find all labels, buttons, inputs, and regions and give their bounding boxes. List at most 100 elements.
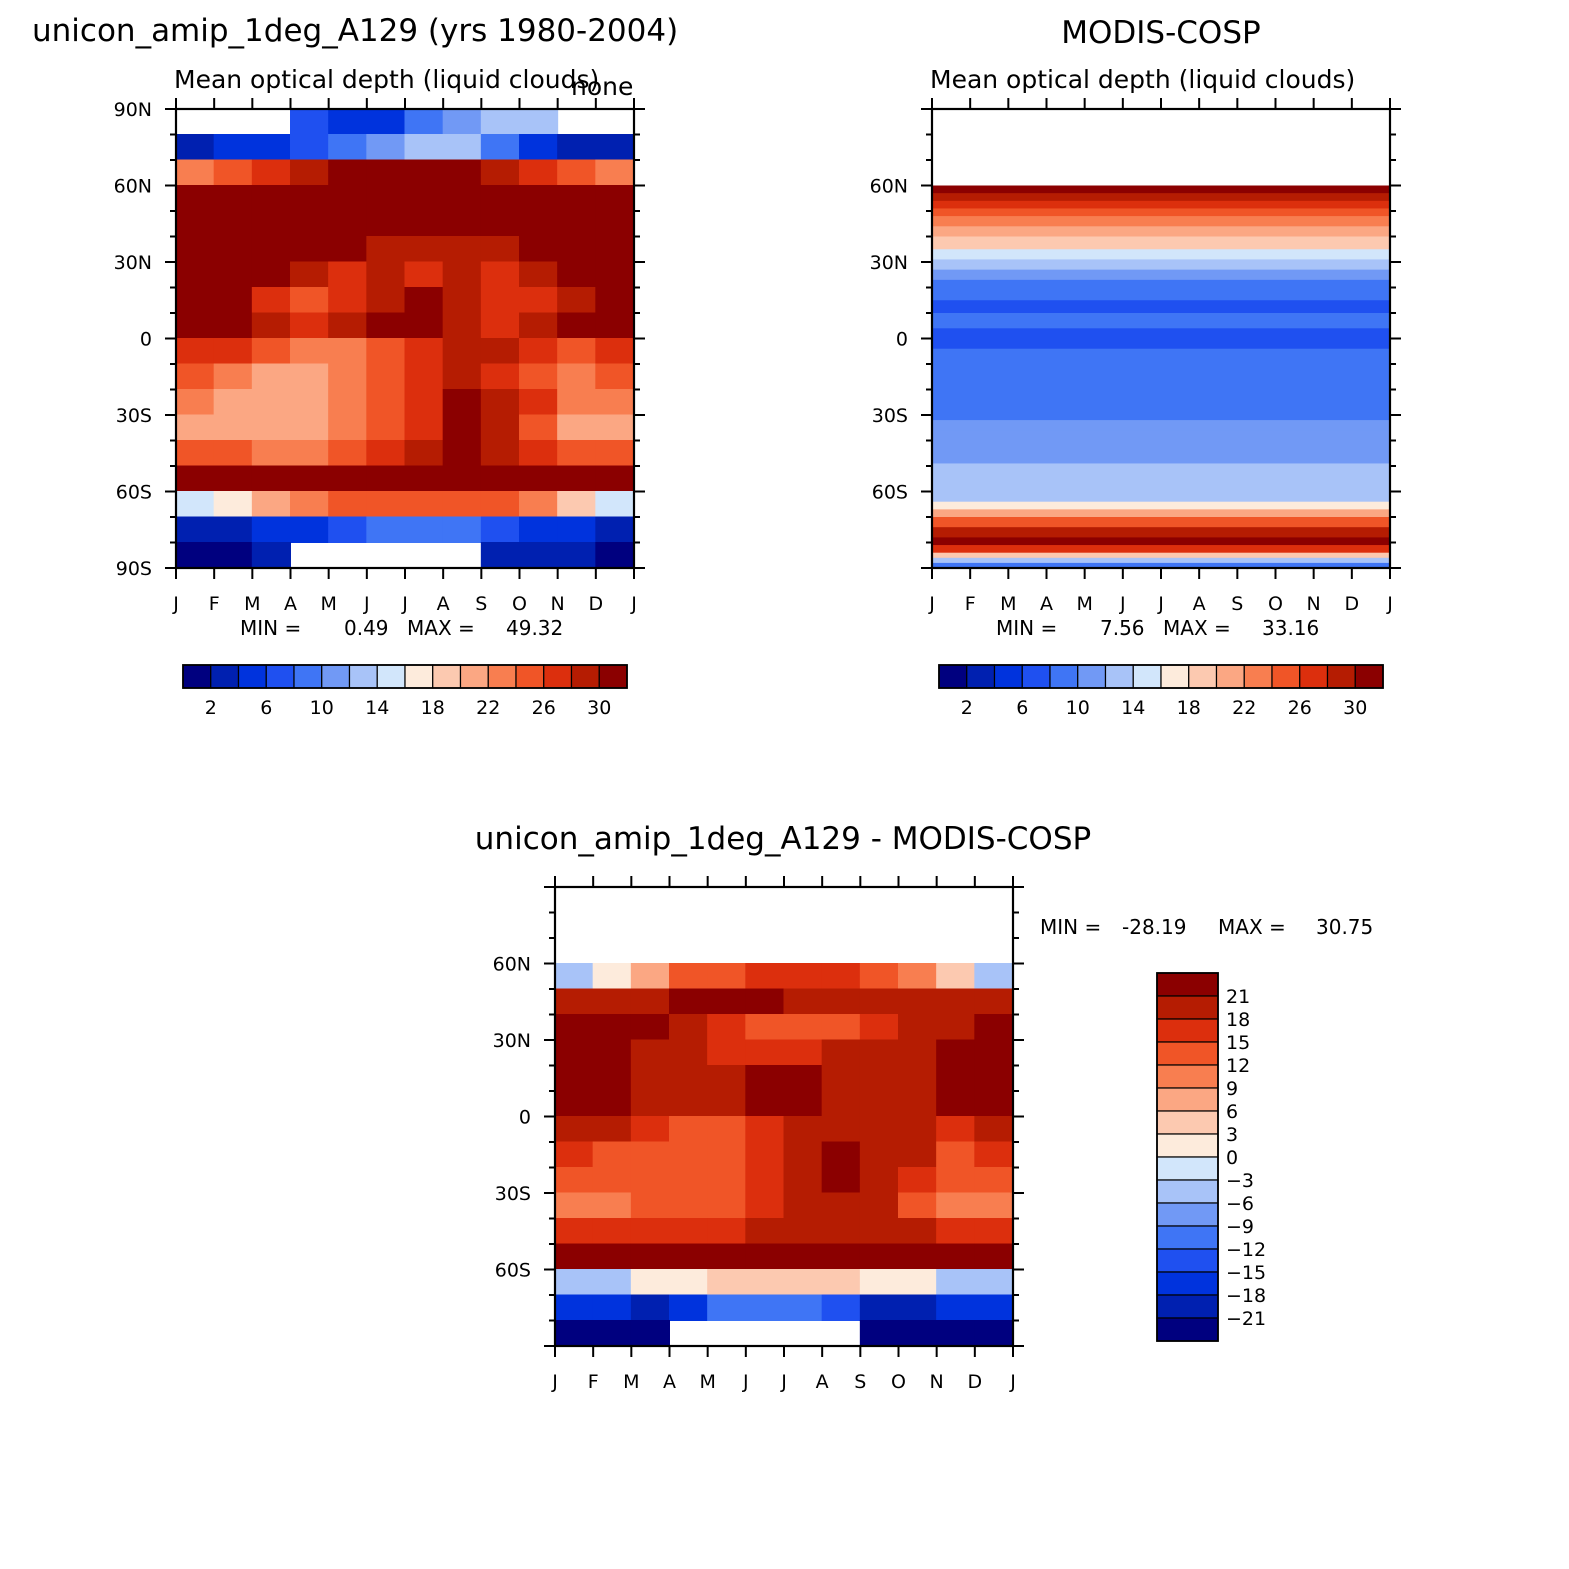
model-subtitle: Mean optical depth (liquid clouds) <box>174 65 599 94</box>
heatmap-cell <box>328 185 368 212</box>
heatmap-cell <box>328 338 368 365</box>
heatmap-cell <box>290 185 330 212</box>
heatmap-cell <box>251 338 291 365</box>
heatmap-cell <box>328 414 368 441</box>
heatmap-cell <box>557 236 597 263</box>
heatmap-cell <box>251 516 291 543</box>
heatmap-cell <box>404 516 444 543</box>
heatmap-cell <box>480 287 520 314</box>
heatmap-cell <box>630 1014 670 1041</box>
heatmap-cell <box>936 1167 976 1194</box>
heatmap-cell <box>630 1116 670 1143</box>
heatmap-cell <box>669 1243 709 1270</box>
colorbar-swatch <box>1156 1202 1219 1227</box>
model-minmax: MIN = 0.49 MAX = 49.32 <box>240 616 563 640</box>
colorbar-swatch <box>1156 972 1219 997</box>
colorbar-swatch <box>1156 1041 1219 1066</box>
heatmap-cell <box>480 491 520 518</box>
heatmap-cell <box>404 185 444 212</box>
heatmap-cell <box>366 516 406 543</box>
x-tick-label: N <box>930 1371 944 1393</box>
heatmap-cell <box>859 1014 899 1041</box>
heatmap-cell <box>595 261 635 288</box>
heatmap-cell <box>442 338 482 365</box>
colorbar-label: −15 <box>1226 1262 1266 1284</box>
x-tick-label: D <box>589 593 604 615</box>
colorbar-label: 18 <box>421 697 445 719</box>
colorbar-frame <box>938 664 1384 689</box>
heatmap-cell <box>592 1014 632 1041</box>
heatmap-cell <box>859 1294 899 1321</box>
heatmap-cell <box>592 988 632 1015</box>
x-tick-label: F <box>588 1371 599 1393</box>
heatmap-cell <box>366 491 406 518</box>
heatmap-cell <box>519 108 559 135</box>
colorbar-swatch <box>966 664 996 689</box>
x-tick-label: J <box>1119 593 1126 615</box>
heatmap-cell <box>745 1065 785 1092</box>
heatmap-cell <box>175 287 215 314</box>
heatmap-cell <box>783 1192 823 1219</box>
heatmap-cell <box>404 108 444 135</box>
x-tick-label: O <box>512 593 527 615</box>
heatmap-cell <box>669 1167 709 1194</box>
heatmap-cell <box>936 1065 976 1092</box>
heatmap-cell <box>175 312 215 339</box>
colorbar-swatch <box>938 664 968 689</box>
latitude-band <box>932 509 1390 518</box>
heatmap-cell <box>783 1014 823 1041</box>
heatmap-cell <box>707 1243 747 1270</box>
heatmap-cell <box>707 1269 747 1296</box>
heatmap-cell <box>592 1320 632 1347</box>
heatmap-cell <box>745 1294 785 1321</box>
colorbar-swatch <box>598 664 628 689</box>
colorbar-swatch <box>182 664 212 689</box>
heatmap-cell <box>175 134 215 161</box>
heatmap-cell <box>821 1243 861 1270</box>
heatmap-cell <box>898 1116 938 1143</box>
heatmap-cell <box>592 1243 632 1270</box>
heatmap-cell <box>175 210 215 237</box>
heatmap-cell <box>630 1243 670 1270</box>
colorbar-swatch <box>515 664 545 689</box>
colorbar-swatch <box>1243 664 1273 689</box>
heatmap-cell <box>859 1116 899 1143</box>
heatmap-cell <box>783 1218 823 1245</box>
heatmap-cell <box>557 134 597 161</box>
heatmap-cell <box>519 312 559 339</box>
heatmap-cell <box>366 185 406 212</box>
heatmap-cell <box>290 159 330 186</box>
heatmap-cell <box>898 963 938 990</box>
heatmap-cell <box>213 287 253 314</box>
colorbar-label: 12 <box>1226 1055 1250 1077</box>
heatmap-cell <box>554 1192 594 1219</box>
heatmap-cell <box>783 963 823 990</box>
colorbar-label: 18 <box>1177 697 1201 719</box>
model-min-label: MIN = <box>240 616 301 640</box>
y-tick-label: 30N <box>114 252 152 274</box>
heatmap-cell <box>290 414 330 441</box>
colorbar-swatch <box>570 664 600 689</box>
model-overlay-text: none <box>571 72 633 101</box>
heatmap-cell <box>783 988 823 1015</box>
heatmap-cell <box>936 1294 976 1321</box>
latitude-band <box>932 208 1390 217</box>
heatmap-cell <box>859 1218 899 1245</box>
heatmap-cell <box>175 542 215 569</box>
colorbar-label: 6 <box>1016 697 1028 719</box>
heatmap-cell <box>519 542 559 569</box>
latitude-band <box>932 557 1390 564</box>
x-tick-label: J <box>780 1371 787 1393</box>
heatmap-cell <box>557 363 597 390</box>
heatmap-cell <box>175 363 215 390</box>
heatmap-cell <box>480 185 520 212</box>
heatmap-cell <box>783 1294 823 1321</box>
heatmap-cell <box>745 1039 785 1066</box>
heatmap-cell <box>290 210 330 237</box>
heatmap-cell <box>592 1294 632 1321</box>
heatmap-cell <box>557 159 597 186</box>
heatmap-cell <box>442 159 482 186</box>
heatmap-cell <box>442 185 482 212</box>
heatmap-cell <box>592 1065 632 1092</box>
